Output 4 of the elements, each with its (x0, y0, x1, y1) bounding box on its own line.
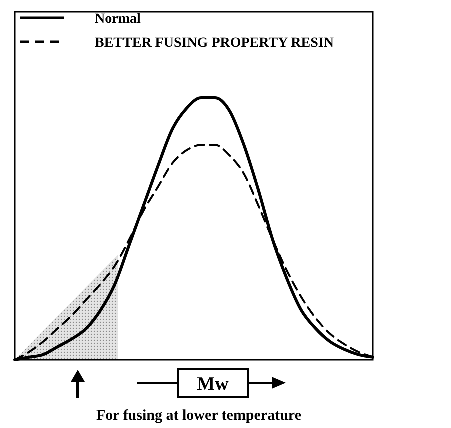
legend-label: BETTER FUSING PROPERTY RESIN (95, 36, 334, 51)
text: Mw (197, 374, 230, 395)
legend-label: Normal (95, 12, 141, 27)
text: For fusing at lower temperature (96, 408, 302, 424)
